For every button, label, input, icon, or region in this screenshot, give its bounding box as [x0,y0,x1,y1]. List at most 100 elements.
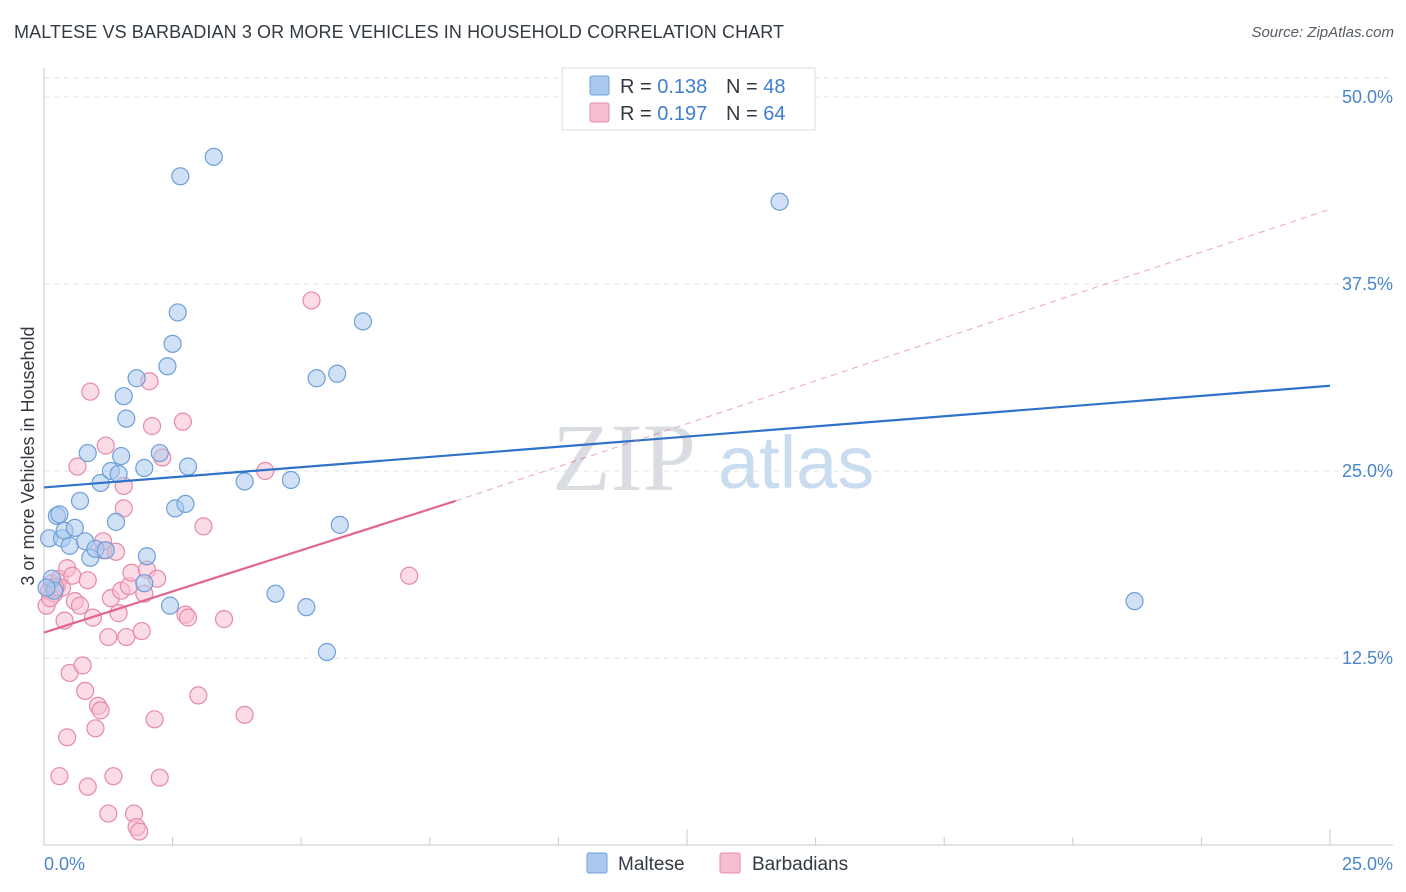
bottom-legend-swatch-barbadians [719,852,741,874]
point-maltese-41 [1125,592,1144,611]
point-maltese-24 [163,334,182,353]
axes [43,68,1393,846]
point-barbadians-49 [194,517,213,536]
point-maltese-37 [328,364,347,383]
point-barbadians-17 [81,382,100,401]
point-barbadians-54 [400,566,419,585]
legend-row-barbadians: R = 0.197 [620,103,707,125]
legend-top: R = 0.138 N = 48 R = 0.197 N = 64 [561,67,816,131]
point-maltese-23 [158,357,177,376]
point-barbadians-23 [96,436,115,455]
point-barbadians-56 [58,728,77,747]
point-barbadians-30 [114,499,133,518]
point-maltese-22 [150,443,169,463]
point-barbadians-19 [86,719,105,738]
point-maltese-7 [70,491,90,511]
point-maltese-46 [37,578,56,597]
legend-swatch-barbadians [589,102,610,123]
point-maltese-42 [109,464,128,484]
point-barbadians-26 [104,767,123,786]
point-maltese-15 [106,512,126,531]
trend-lines [43,208,1331,634]
point-barbadians-37 [132,621,151,641]
x-tick-label-max: 25.0% [1342,854,1393,874]
point-barbadians-50 [214,610,234,629]
point-barbadians-53 [302,291,321,310]
point-barbadians-31 [117,627,136,647]
trend-line-barbadians-extension [455,208,1331,502]
bottom-legend-label-barbadians: Barbadians [752,854,848,875]
point-maltese-28 [176,494,195,514]
point-maltese-35 [307,369,326,388]
y-tick-labels: 12.5% 25.0% 37.5% 50.0% [1342,87,1393,668]
point-barbadians-55 [50,767,69,786]
point-maltese-27 [171,167,190,186]
point-maltese-20 [135,458,154,478]
point-barbadians-21 [91,701,110,720]
y-tick-label-2: 37.5% [1342,274,1393,294]
y-tick-label-0: 12.5% [1342,648,1393,668]
point-barbadians-48 [189,686,208,705]
point-maltese-16 [112,446,131,466]
point-barbadians-16 [78,571,97,590]
trend-line-barbadians [43,499,456,634]
point-maltese-32 [266,584,285,603]
y-tick-label-1: 25.0% [1342,461,1393,481]
point-maltese-38 [330,515,349,534]
point-barbadians-13 [70,596,90,615]
point-maltese-21 [137,547,156,566]
point-maltese-5 [60,536,79,555]
legend-row-barbadians-n: N = 64 [726,103,786,125]
point-maltese-6 [65,518,84,537]
x-tick-label-min: 0.0% [44,854,85,874]
point-maltese-47 [135,574,154,593]
point-barbadians-44 [150,768,169,787]
point-barbadians-14 [73,656,92,675]
point-maltese-19 [127,369,146,388]
point-barbadians-36 [130,822,149,841]
point-maltese-17 [117,409,136,428]
trend-line-maltese [43,384,1331,489]
point-barbadians-47 [178,608,198,627]
point-maltese-39 [353,312,373,331]
point-barbadians-45 [173,412,192,431]
grid [44,77,1393,659]
point-maltese-29 [178,457,198,476]
point-maltese-9 [78,443,97,463]
point-maltese-18 [114,387,133,406]
point-barbadians-10 [63,566,82,585]
point-maltese-34 [297,598,316,617]
point-barbadians-24 [99,627,118,647]
point-barbadians-28 [109,604,128,623]
point-barbadians-57 [78,777,97,796]
bottom-legend-label-maltese: Maltese [618,854,685,875]
point-maltese-31 [235,472,254,491]
point-maltese-36 [317,642,337,662]
point-maltese-40 [770,192,789,211]
point-maltese-30 [204,147,223,166]
chart-title: MALTESE VS BARBADIAN 3 OR MORE VEHICLES … [14,22,785,42]
point-maltese-2 [50,505,69,524]
watermark-zip: ZIP [552,404,696,511]
point-maltese-33 [281,470,301,490]
point-barbadians-58 [99,804,118,823]
chart-source: Source: ZipAtlas.com [1251,24,1394,41]
legend-row-maltese-n: N = 48 [726,76,786,98]
legend-swatch-maltese [589,75,610,96]
point-barbadians-41 [142,417,162,436]
point-barbadians-42 [145,710,164,729]
watermark-atlas: atlas [718,421,874,504]
y-axis-title: 3 or more Vehicles in Household [18,326,38,585]
point-barbadians-51 [235,705,254,724]
point-maltese-13 [96,541,115,560]
point-maltese-43 [160,596,180,615]
point-barbadians-15 [76,681,95,701]
point-maltese-26 [168,303,187,322]
y-tick-label-3: 50.0% [1342,87,1393,107]
bottom-legend-swatch-maltese [586,852,608,874]
legend-bottom: Maltese Barbadians [586,852,848,875]
watermark: ZIP atlas [552,404,874,511]
legend-row-maltese: R = 0.138 [620,76,707,98]
point-barbadians-12 [68,457,87,476]
